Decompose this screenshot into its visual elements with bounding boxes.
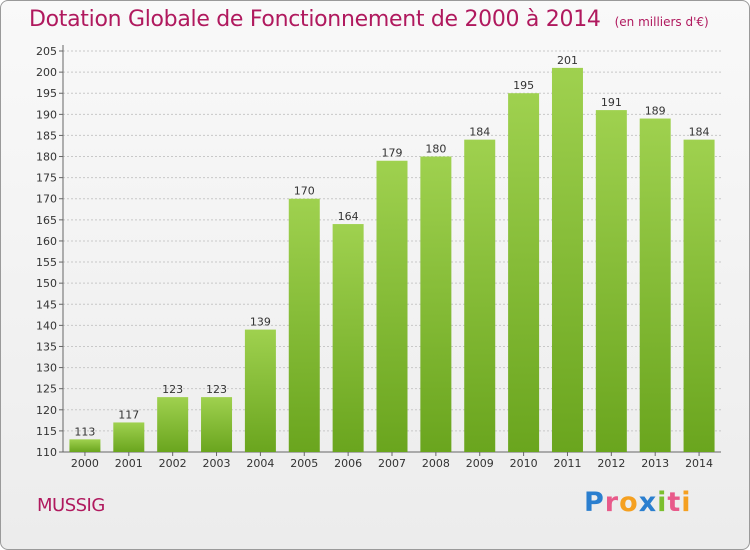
- value-labels: 113 117 123 123 139 170 164 179 180 184 195 201 191 1…: [74, 54, 709, 438]
- x-tick-label: 2005: [290, 457, 318, 470]
- bar-2007: [376, 160, 408, 452]
- bar-2011: [551, 67, 583, 452]
- x-tick-label: 2013: [641, 457, 669, 470]
- value-label-2011: 201: [557, 54, 578, 67]
- value-label-2000: 113: [74, 425, 95, 438]
- chart-title: Dotation Globale de Fonctionnement de 20…: [29, 7, 709, 32]
- bar-2000: [69, 439, 101, 452]
- bar-2012: [595, 110, 627, 453]
- y-tick-label: 135: [36, 340, 57, 353]
- x-tick-label: 2004: [246, 457, 274, 470]
- x-tick-label: 2001: [115, 457, 143, 470]
- y-tick-label: 170: [36, 193, 57, 206]
- value-label-2012: 191: [601, 96, 622, 109]
- value-label-2002: 123: [162, 383, 183, 396]
- chart-subtitle: (en milliers d'€): [614, 15, 709, 29]
- x-tick-label: 2000: [71, 457, 99, 470]
- value-label-2004: 139: [250, 316, 271, 329]
- y-tick-label: 120: [36, 404, 57, 417]
- y-tick-label: 145: [36, 298, 57, 311]
- bar-2009: [464, 139, 496, 453]
- bar-2001: [113, 422, 145, 452]
- y-tick-label: 185: [36, 129, 57, 142]
- y-tick-label: 155: [36, 256, 57, 269]
- bars: [69, 67, 715, 453]
- y-tick-label: 180: [36, 151, 57, 164]
- x-tick-label: 2009: [466, 457, 494, 470]
- value-label-2009: 184: [469, 126, 490, 139]
- x-tick-label: 2014: [685, 457, 713, 470]
- y-tick-label: 125: [36, 383, 57, 396]
- y-tick-label: 175: [36, 172, 57, 185]
- x-tick-label: 2003: [203, 457, 231, 470]
- y-tick-label: 160: [36, 235, 57, 248]
- value-label-2014: 184: [689, 126, 710, 139]
- bar-2004: [244, 329, 276, 452]
- value-label-2001: 117: [118, 408, 139, 421]
- bar-2005: [288, 198, 320, 452]
- y-tick-label: 165: [36, 214, 57, 227]
- x-tick-label: 2011: [553, 457, 581, 470]
- value-label-2007: 179: [382, 147, 403, 160]
- bar-2006: [332, 224, 364, 452]
- bar-2008: [420, 156, 452, 453]
- chart-title-text: Dotation Globale de Fonctionnement de 20…: [29, 7, 601, 32]
- y-tick-label: 130: [36, 362, 57, 375]
- value-label-2008: 180: [425, 143, 446, 156]
- x-tick-label: 2008: [422, 457, 450, 470]
- y-tick-label: 200: [36, 66, 57, 79]
- y-tick-label: 110: [36, 446, 57, 459]
- y-tick-labels: 110 115 120 125 130 135 140 145 150 155 160 165 170 1…: [36, 45, 57, 459]
- x-tick-labels: 2000 2001 2002 2003 2004 2005 2006 2007 2008 2009…: [71, 457, 713, 470]
- commune-name: MUSSIG: [37, 495, 105, 516]
- value-label-2013: 189: [645, 105, 666, 118]
- bar-2003: [201, 397, 233, 452]
- value-label-2005: 170: [294, 185, 315, 198]
- y-tick-label: 205: [36, 45, 57, 58]
- y-tick-label: 115: [36, 425, 57, 438]
- x-tick-label: 2012: [597, 457, 625, 470]
- value-label-2006: 164: [338, 210, 359, 223]
- x-tick-label: 2006: [334, 457, 362, 470]
- x-tick-label: 2010: [510, 457, 538, 470]
- bar-2013: [639, 118, 671, 453]
- y-tick-label: 150: [36, 277, 57, 290]
- value-label-2010: 195: [513, 79, 534, 92]
- bar-2014: [683, 139, 715, 453]
- x-tick-label: 2002: [159, 457, 187, 470]
- y-tick-label: 190: [36, 108, 57, 121]
- value-label-2003: 123: [206, 383, 227, 396]
- x-tick-label: 2007: [378, 457, 406, 470]
- bar-2002: [157, 397, 189, 452]
- y-tick-label: 195: [36, 87, 57, 100]
- bar-2010: [508, 93, 540, 453]
- y-tick-label: 140: [36, 319, 57, 332]
- proxiti-logo: Proxiti: [584, 487, 692, 518]
